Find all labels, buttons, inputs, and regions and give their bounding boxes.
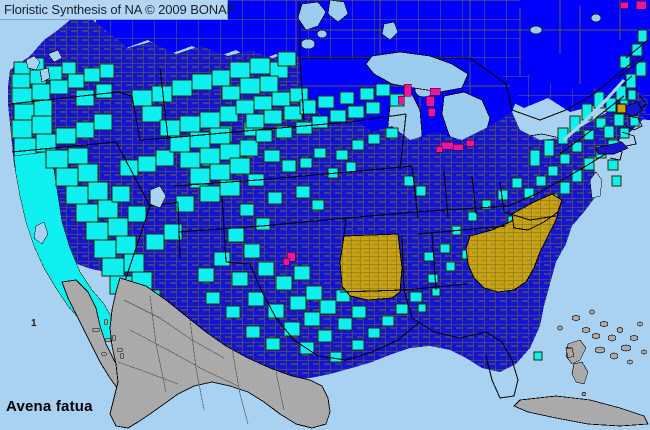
map-title-plate: Floristic Synthesis of NA © 2009 BONAP — [0, 0, 235, 20]
map-title-text: Floristic Synthesis of NA © 2009 BONAP — [4, 2, 236, 17]
chesapeake-bay — [589, 171, 603, 199]
puget-sound — [25, 49, 63, 83]
rare-gold-regions — [339, 103, 627, 301]
bahamas-islands — [556, 309, 648, 396]
channel-islands — [91, 327, 124, 357]
gold-county-massachusetts — [616, 103, 627, 114]
st-lawrence-river — [562, 78, 626, 142]
gold-state-sc-upper — [511, 193, 563, 231]
mexico-mainland — [109, 277, 331, 429]
species-name-label: Avena fatua — [6, 398, 93, 415]
gold-state-arkansas — [339, 233, 403, 301]
great-salt-lake — [149, 185, 167, 209]
noxious-magenta-counties — [282, 0, 647, 266]
cuba — [513, 395, 649, 427]
gulf-islands — [103, 318, 125, 360]
state-borders — [9, 39, 649, 399]
coastal-landforms — [595, 101, 643, 155]
non-us-land — [61, 277, 649, 429]
ocean-index-marker: 1 — [31, 318, 37, 329]
san-francisco-bay — [33, 221, 49, 245]
